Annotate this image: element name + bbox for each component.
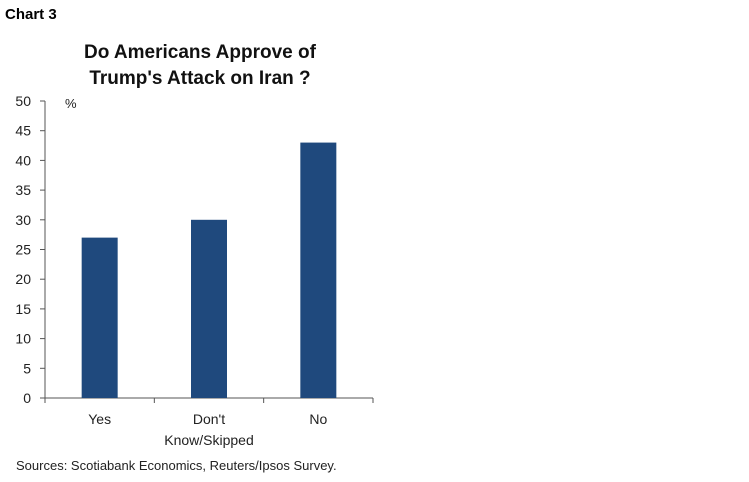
chart-title-line-2: Trump's Attack on Iran ? (89, 68, 311, 89)
x-tick-label: Yes (88, 411, 111, 427)
y-unit-label: % (65, 96, 77, 111)
x-tick-label: Don't (193, 411, 225, 427)
chart-title: Do Americans Approve of Trump's Attack o… (60, 40, 340, 92)
chart-title-line-1: Do Americans Approve of (84, 42, 316, 63)
y-tick-label: 40 (15, 152, 31, 168)
bar (81, 237, 118, 398)
y-tick-label: 50 (15, 93, 31, 109)
y-tick-label: 20 (15, 271, 31, 287)
y-tick-label: 15 (15, 301, 31, 317)
y-tick-label: 30 (15, 212, 31, 228)
y-tick-label: 45 (15, 123, 31, 139)
x-tick-label: Know/Skipped (164, 432, 254, 448)
y-tick-label: 10 (15, 331, 31, 347)
y-tick-label: 0 (23, 390, 31, 406)
source-note: Sources: Scotiabank Economics, Reuters/I… (16, 458, 337, 473)
y-tick-label: 5 (23, 360, 31, 376)
bar (191, 219, 227, 398)
y-tick-label: 25 (15, 242, 31, 258)
bar (300, 142, 337, 398)
y-tick-label: 35 (15, 182, 31, 198)
x-tick-label: No (309, 411, 327, 427)
chart-label: Chart 3 (5, 6, 57, 23)
